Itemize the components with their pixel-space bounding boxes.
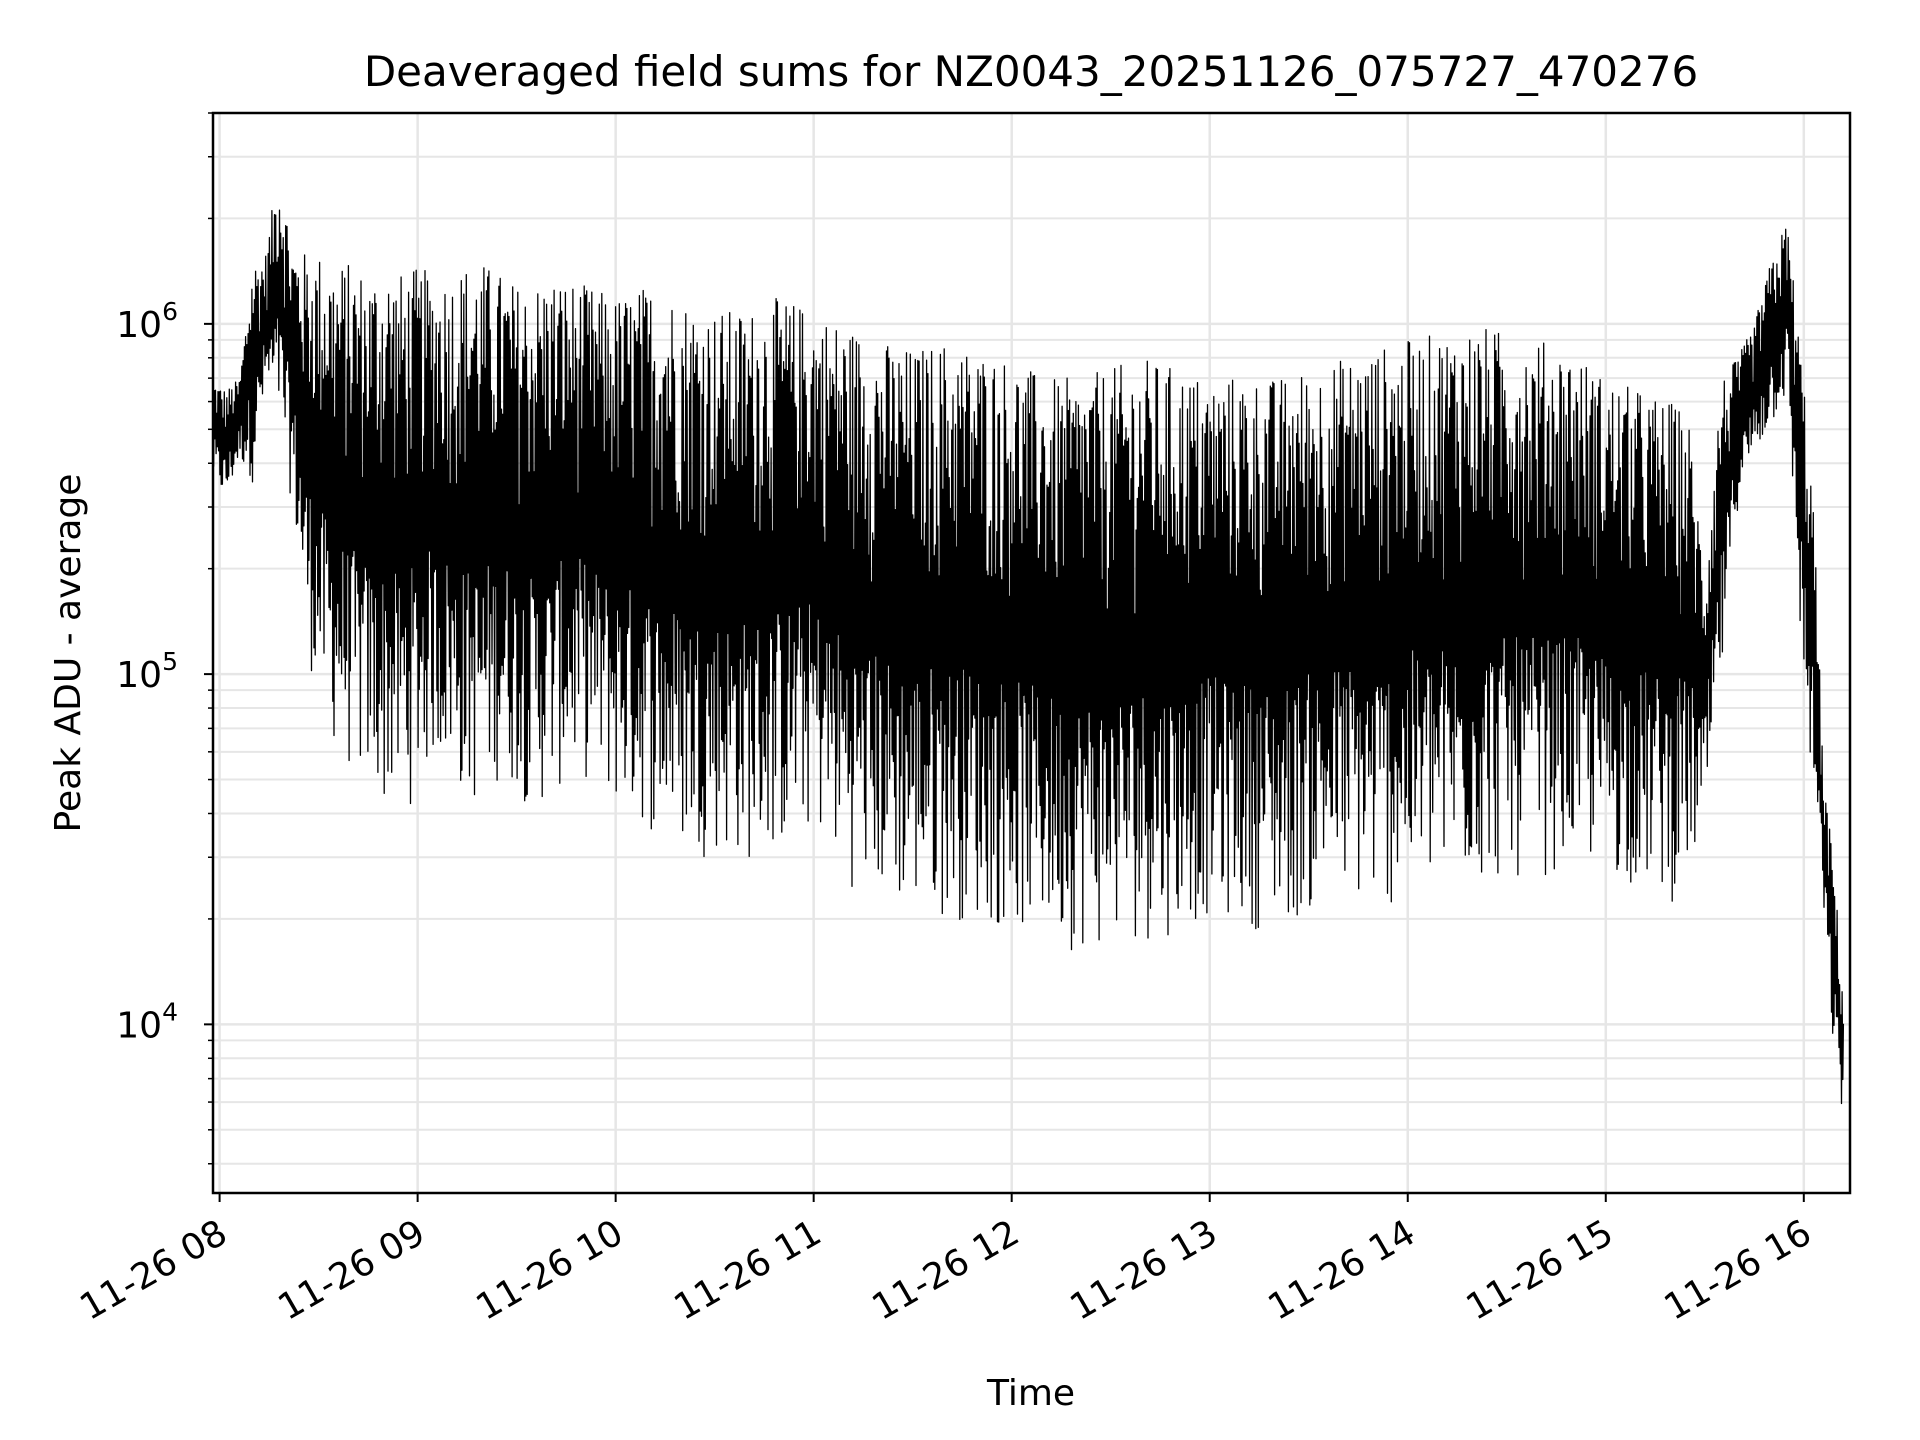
chart-title: Deaveraged field sums for NZ0043_2025112… bbox=[364, 47, 1698, 96]
y-axis-label: Peak ADU - average bbox=[48, 474, 89, 833]
y-axis: 104 105 106 bbox=[116, 112, 213, 1165]
y-tick-label: 106 bbox=[116, 297, 178, 346]
series-line bbox=[212, 209, 1845, 1105]
y-tick-label: 104 bbox=[116, 997, 178, 1046]
x-axis-label: Time bbox=[986, 1373, 1075, 1414]
plot-area bbox=[212, 209, 1845, 1105]
plot-frame bbox=[211, 111, 1852, 1195]
y-tick-label: 105 bbox=[116, 647, 178, 696]
